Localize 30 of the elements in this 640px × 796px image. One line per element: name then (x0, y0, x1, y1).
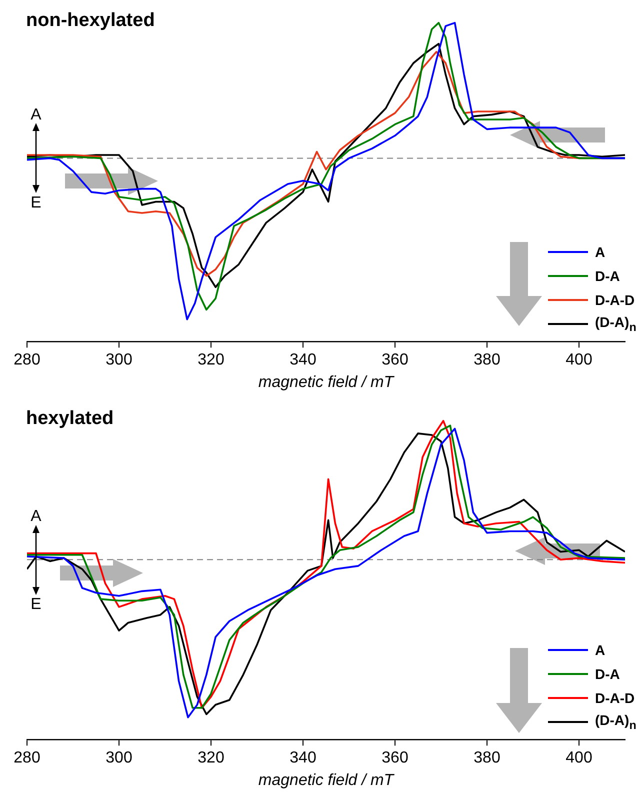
x-tick-label: 300 (106, 750, 132, 767)
legend-label: D-A-D (595, 292, 635, 308)
x-tick-label: 400 (566, 750, 592, 767)
x-tick-label: 360 (382, 352, 408, 369)
x-tick-label: 280 (14, 750, 40, 767)
x-tick-label: 300 (106, 352, 132, 369)
legend-label: D-A (595, 666, 620, 682)
chart-title: hexylated (26, 408, 114, 430)
legend-label: A (595, 244, 606, 260)
x-axis-title: magnetic field / mT (258, 772, 395, 789)
x-tick-label: 340 (290, 750, 316, 767)
x-tick-label: 360 (382, 750, 408, 767)
chart-title: non-hexylated (26, 10, 155, 32)
legend-label: (D-A)$_{n}$ (595, 712, 636, 732)
x-tick-label: 320 (198, 352, 224, 369)
legend-label: D-A (595, 268, 620, 284)
x-tick-label: 340 (290, 352, 316, 369)
legend-label: D-A-D (595, 690, 635, 706)
x-tick-label: 280 (14, 352, 40, 369)
annotation: A (30, 106, 42, 124)
x-axis-title: magnetic field / mT (258, 374, 395, 391)
annotation: A (30, 508, 42, 526)
x-tick-label: 400 (566, 352, 592, 369)
x-tick-label: 380 (474, 352, 500, 369)
annotation: E (30, 596, 42, 614)
x-tick-label: 380 (474, 750, 500, 767)
legend-label: (D-A)$_{n}$ (595, 314, 636, 334)
annotation: E (30, 194, 42, 212)
x-tick-label: 320 (198, 750, 224, 767)
legend-label: A (595, 642, 606, 658)
